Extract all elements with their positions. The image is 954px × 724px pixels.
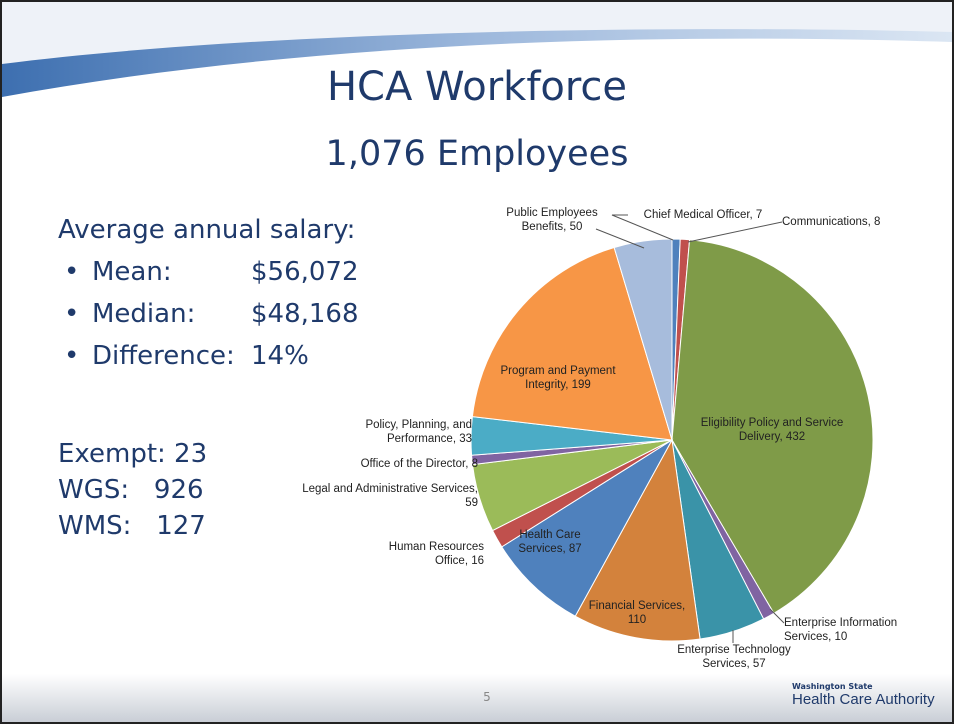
logo-small: Washington State — [792, 682, 873, 691]
slide-title: HCA Workforce — [326, 64, 628, 110]
salary-label: Mean: — [92, 257, 172, 287]
data-label: Financial Services, 110 — [588, 600, 686, 626]
bullet: • — [64, 299, 80, 329]
data-label: Communications, 8 — [782, 216, 881, 228]
leader-line — [687, 221, 783, 243]
salary-value: 14% — [251, 341, 309, 371]
data-label: Eligibility Policy and Service Delivery,… — [700, 417, 844, 443]
swoosh — [2, 29, 952, 97]
footer-band — [2, 674, 952, 722]
leader-line — [611, 214, 674, 241]
count-item: Exempt: 23 — [58, 439, 208, 469]
data-label: Office of the Director, 8 — [360, 458, 478, 470]
bullet: • — [64, 341, 80, 371]
pie-slice — [501, 438, 674, 617]
data-label: Human Resources Office, 16 — [388, 541, 484, 567]
data-label: Program and Payment Integrity, 199 — [500, 365, 616, 391]
salary-label: Median: — [92, 299, 196, 329]
pie-slice — [671, 239, 874, 614]
salary-label: Difference: — [92, 341, 235, 371]
data-label: Legal and Administrative Services, 59 — [302, 483, 478, 509]
pie-chart — [470, 214, 874, 643]
data-label: Enterprise Information Services, 10 — [784, 617, 898, 643]
data-label: Policy, Planning, and Performance, 33 — [365, 419, 472, 445]
count-item: WGS: 926 — [58, 475, 204, 505]
salary-value: $56,072 — [251, 257, 359, 287]
bullet: • — [64, 257, 80, 287]
top-band — [2, 2, 952, 97]
data-label: Chief Medical Officer, 7 — [643, 209, 763, 221]
slide-subtitle: 1,076 Employees — [325, 134, 629, 174]
page-number: 5 — [483, 690, 491, 704]
data-label: Health Care Services, 87 — [518, 529, 582, 555]
salary-heading: Average annual salary: — [58, 215, 356, 245]
pie-slice — [471, 246, 673, 441]
pie-slice — [574, 438, 701, 642]
leader-line — [595, 228, 645, 249]
logo-large: Health Care Authority — [792, 691, 935, 708]
salary-value: $48,168 — [251, 299, 359, 329]
data-label: Enterprise Technology Services, 57 — [677, 644, 791, 670]
count-item: WMS: 127 — [58, 511, 206, 541]
pie-slice — [613, 238, 673, 441]
salary-item: • Median: $48,168 — [64, 299, 384, 331]
leader-line — [769, 608, 785, 624]
data-label: Public Employees Benefits, 50 — [506, 207, 598, 233]
salary-item: • Difference: 14% — [64, 341, 384, 373]
salary-item: • Mean: $56,072 — [64, 257, 384, 289]
